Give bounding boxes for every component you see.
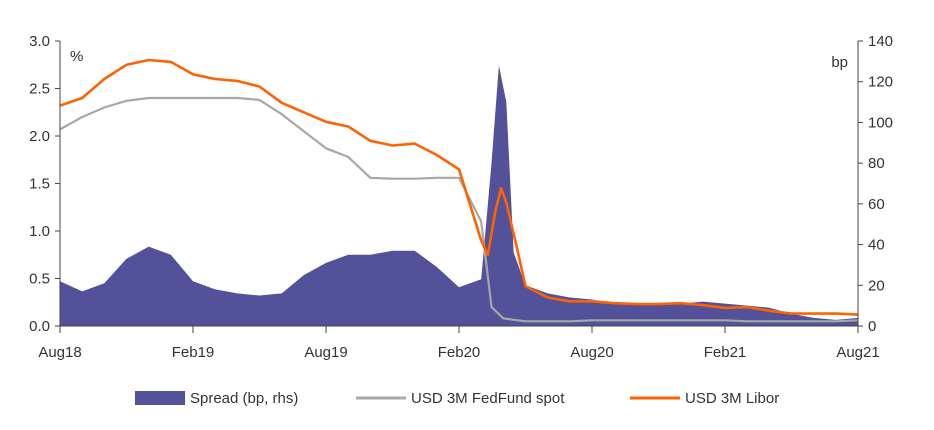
legend-label: Spread (bp, rhs)	[190, 390, 298, 407]
series-spread-area	[60, 65, 858, 327]
y-right-tick-label: 80	[868, 155, 885, 172]
x-tick-label: Aug20	[570, 344, 613, 361]
legend-swatch-spread	[135, 391, 185, 405]
x-tick-label: Feb21	[704, 344, 747, 361]
y-left-tick-label: 1.0	[29, 223, 50, 240]
y-right-tick-label: 140	[868, 33, 893, 50]
legend: Spread (bp, rhs) USD 3M FedFund spot USD 3…	[135, 390, 779, 407]
y-left-unit: %	[70, 48, 83, 65]
y-left-tick-label: 2.0	[29, 128, 50, 145]
y-right-tick-label: 20	[868, 277, 885, 294]
line-layer	[59, 58, 859, 323]
x-tick-label: Aug21	[836, 344, 879, 361]
y-left-tick-label: 2.5	[29, 81, 50, 98]
area-layer	[60, 65, 858, 327]
y-left-tick-label: 0.5	[29, 271, 50, 288]
x-tick-label: Aug18	[38, 344, 81, 361]
y-right-unit: bp	[831, 54, 848, 71]
y-right-tick-label: 40	[868, 237, 885, 254]
legend-label: USD 3M Libor	[685, 390, 779, 407]
y-left-tick-label: 3.0	[29, 33, 50, 50]
x-tick-label: Feb19	[172, 344, 215, 361]
y-right-tick-label: 120	[868, 74, 893, 91]
y-left-tick-label: 1.5	[29, 176, 50, 193]
axis-layer: 0.0 0.5 1.0 1.5 2.0 2.5 3.0 0 20 40 60 80 100 120 140%…	[29, 33, 893, 361]
y-right-tick-label: 60	[868, 196, 885, 213]
y-right-tick-label: 100	[868, 114, 893, 131]
y-left-tick-label: 0.0	[29, 318, 50, 335]
x-tick-label: Feb20	[438, 344, 481, 361]
series-libor-line	[59, 58, 859, 316]
y-right-tick-label: 0	[868, 318, 876, 335]
series-fedfund-line	[59, 96, 859, 323]
legend-label: USD 3M FedFund spot	[411, 390, 565, 407]
x-tick-label: Aug19	[304, 344, 347, 361]
